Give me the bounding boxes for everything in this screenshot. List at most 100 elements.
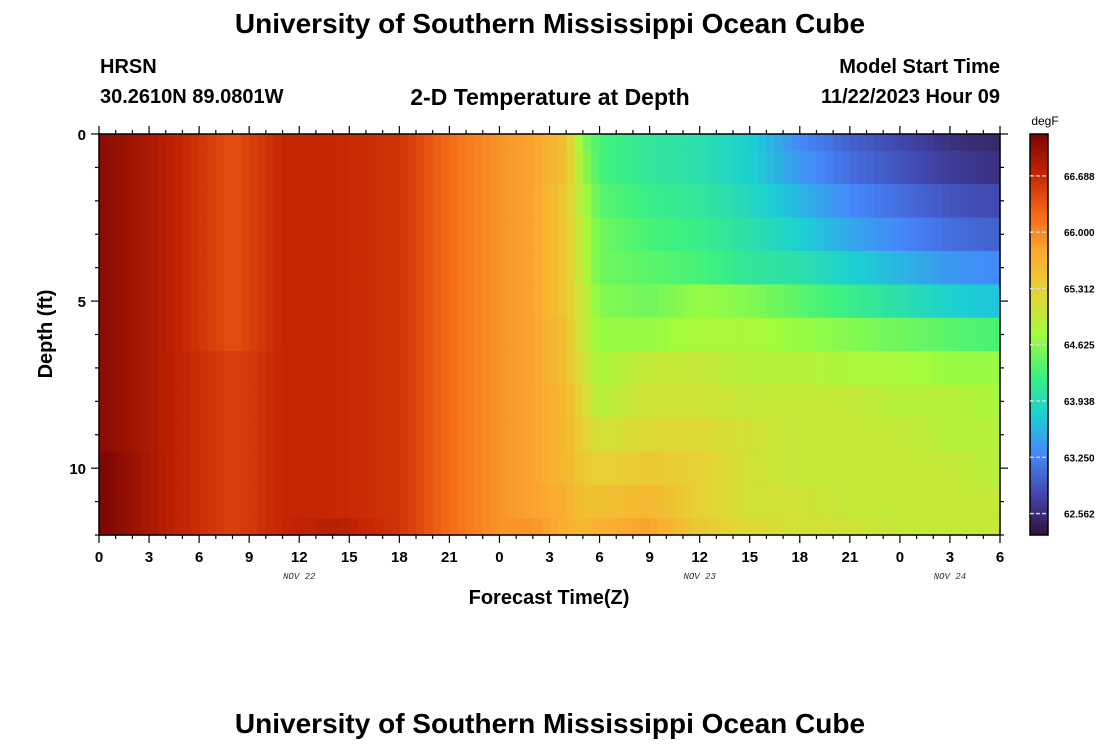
heatmap-cell bbox=[841, 250, 851, 285]
heatmap-cell bbox=[883, 518, 893, 536]
heatmap-cell bbox=[516, 134, 526, 152]
heatmap-cell bbox=[524, 317, 534, 352]
heatmap-cell bbox=[624, 451, 634, 486]
heatmap-cell bbox=[324, 150, 334, 185]
heatmap-cell bbox=[649, 217, 659, 252]
heatmap-cell bbox=[607, 451, 617, 486]
heatmap-cell bbox=[532, 484, 542, 519]
heatmap-cell bbox=[407, 518, 417, 536]
heatmap-cell bbox=[933, 317, 943, 352]
heatmap-cell bbox=[657, 217, 667, 252]
heatmap-cell bbox=[791, 134, 801, 152]
heatmap-cell bbox=[691, 484, 701, 519]
heatmap-cell bbox=[232, 351, 242, 386]
heatmap-cell bbox=[749, 217, 759, 252]
heatmap-cell bbox=[290, 317, 300, 352]
heatmap-cell bbox=[199, 217, 209, 252]
heatmap-cell bbox=[332, 351, 342, 386]
heatmap-cell bbox=[257, 351, 267, 386]
heatmap-cell bbox=[365, 451, 375, 486]
heatmap-cell bbox=[482, 134, 492, 152]
heatmap-cell bbox=[841, 418, 851, 453]
heatmap-cell bbox=[182, 451, 192, 486]
heatmap-cell bbox=[924, 484, 934, 519]
heatmap-cell bbox=[799, 250, 809, 285]
heatmap-cell bbox=[682, 351, 692, 386]
heatmap-cell bbox=[616, 184, 626, 219]
heatmap-cell bbox=[165, 418, 175, 453]
heatmap-cell bbox=[874, 451, 884, 486]
heatmap-cell bbox=[908, 451, 918, 486]
heatmap-cell bbox=[649, 518, 659, 536]
heatmap-cell bbox=[657, 134, 667, 152]
heatmap-cell bbox=[841, 217, 851, 252]
heatmap-cell bbox=[207, 484, 217, 519]
heatmap-cell bbox=[724, 484, 734, 519]
heatmap-cell bbox=[507, 150, 517, 185]
heatmap-cell bbox=[574, 284, 584, 319]
heatmap-cell bbox=[991, 351, 1001, 386]
heatmap-cell bbox=[524, 418, 534, 453]
heatmap-cell bbox=[958, 451, 968, 486]
heatmap-cell bbox=[157, 384, 167, 419]
heatmap-cell bbox=[632, 134, 642, 152]
heatmap-cell bbox=[657, 351, 667, 386]
heatmap-cell bbox=[858, 317, 868, 352]
model-start-label: Model Start Time bbox=[839, 56, 1000, 78]
heatmap-cell bbox=[941, 217, 951, 252]
heatmap-cell bbox=[324, 134, 334, 152]
heatmap-cell bbox=[758, 484, 767, 519]
heatmap-cell bbox=[541, 384, 551, 419]
heatmap-cell bbox=[716, 451, 726, 486]
heatmap-cell bbox=[699, 250, 709, 285]
heatmap-cell bbox=[657, 384, 667, 419]
heatmap-cell bbox=[290, 217, 300, 252]
heatmap-cell bbox=[816, 184, 826, 219]
heatmap-cell bbox=[733, 451, 742, 486]
heatmap-cell bbox=[858, 384, 868, 419]
heatmap-cell bbox=[165, 451, 175, 486]
heatmap-cell bbox=[174, 451, 184, 486]
heatmap-cell bbox=[766, 518, 776, 536]
colorbar-gradient bbox=[1029, 133, 1049, 536]
heatmap-cell bbox=[441, 418, 450, 453]
heatmap-cell bbox=[549, 134, 559, 152]
heatmap-cell bbox=[407, 484, 417, 519]
heatmap-cell bbox=[899, 484, 909, 519]
heatmap-cell bbox=[591, 150, 601, 185]
heatmap-cell bbox=[682, 317, 692, 352]
heatmap-cell bbox=[199, 351, 209, 386]
heatmap-cell bbox=[182, 134, 192, 152]
heatmap-cell bbox=[549, 184, 559, 219]
heatmap-cell bbox=[666, 150, 676, 185]
heatmap-cell bbox=[524, 184, 534, 219]
x-tick-label: 21 bbox=[841, 549, 858, 566]
heatmap-cell bbox=[966, 351, 976, 386]
heatmap-cell bbox=[808, 150, 818, 185]
heatmap-cell bbox=[682, 518, 692, 536]
heatmap-cell bbox=[841, 484, 851, 519]
heatmap-cell bbox=[424, 384, 434, 419]
heatmap-cell bbox=[482, 351, 492, 386]
heatmap-cell bbox=[899, 317, 909, 352]
heatmap-cell bbox=[549, 451, 559, 486]
heatmap-cell bbox=[357, 484, 367, 519]
heatmap-cell bbox=[724, 451, 734, 486]
heatmap-cell bbox=[507, 418, 517, 453]
heatmap-cell bbox=[224, 451, 234, 486]
heatmap-cell bbox=[491, 518, 501, 536]
heatmap-cell bbox=[666, 418, 676, 453]
heatmap-cell bbox=[249, 384, 259, 419]
heatmap-cell bbox=[332, 184, 342, 219]
heatmap-cell bbox=[783, 150, 793, 185]
heatmap-cell bbox=[949, 134, 959, 152]
heatmap-cell bbox=[691, 250, 701, 285]
heatmap-cell bbox=[432, 418, 442, 453]
heatmap-cell bbox=[165, 134, 175, 152]
heatmap-cell bbox=[224, 184, 234, 219]
heatmap-cell bbox=[249, 250, 259, 285]
heatmap-cell bbox=[240, 284, 250, 319]
heatmap-cell bbox=[149, 184, 158, 219]
heatmap-cell bbox=[808, 317, 818, 352]
heatmap-cell bbox=[607, 317, 617, 352]
